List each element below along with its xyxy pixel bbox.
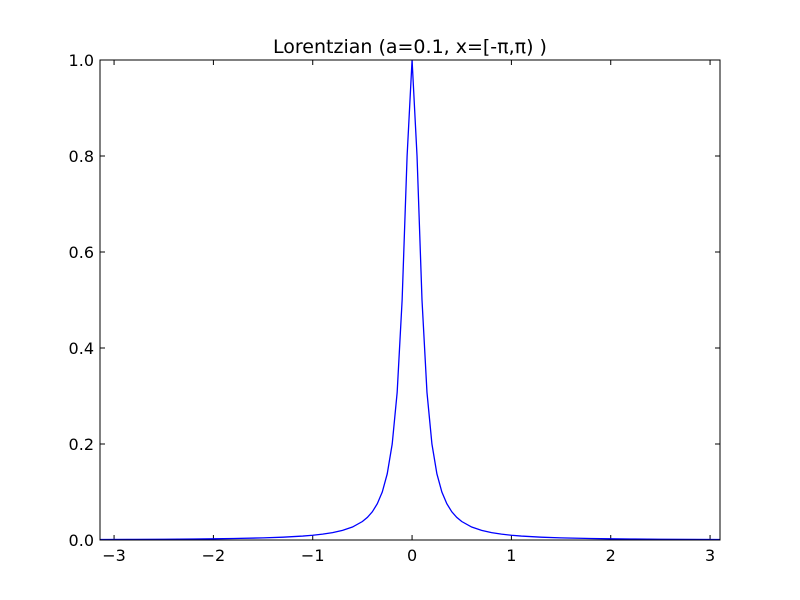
x-tick-label: −2 (202, 546, 226, 565)
plot-area (100, 60, 720, 540)
x-tick-label: 1 (506, 546, 516, 565)
x-tick-label: 0 (407, 546, 417, 565)
axis-tick-labels: −3 −2 −1 0 1 2 3 0.0 0.2 0.4 0.6 0.8 1.0 (69, 51, 716, 565)
y-tick-label: 1.0 (69, 51, 94, 70)
y-tick-label: 0.6 (69, 243, 94, 262)
y-tick-label: 0.0 (69, 531, 94, 550)
chart-title: Lorentzian (a=0.1, x=[-π,π) ) (273, 36, 547, 58)
x-tick-label: 3 (705, 546, 715, 565)
y-tick-label: 0.4 (69, 339, 94, 358)
plot-border (99, 59, 721, 541)
x-tick-label: −1 (301, 546, 325, 565)
x-tick-label: 2 (606, 546, 616, 565)
x-tick-label: −3 (102, 546, 126, 565)
y-tick-label: 0.8 (69, 147, 94, 166)
y-tick-label: 0.2 (69, 435, 94, 454)
